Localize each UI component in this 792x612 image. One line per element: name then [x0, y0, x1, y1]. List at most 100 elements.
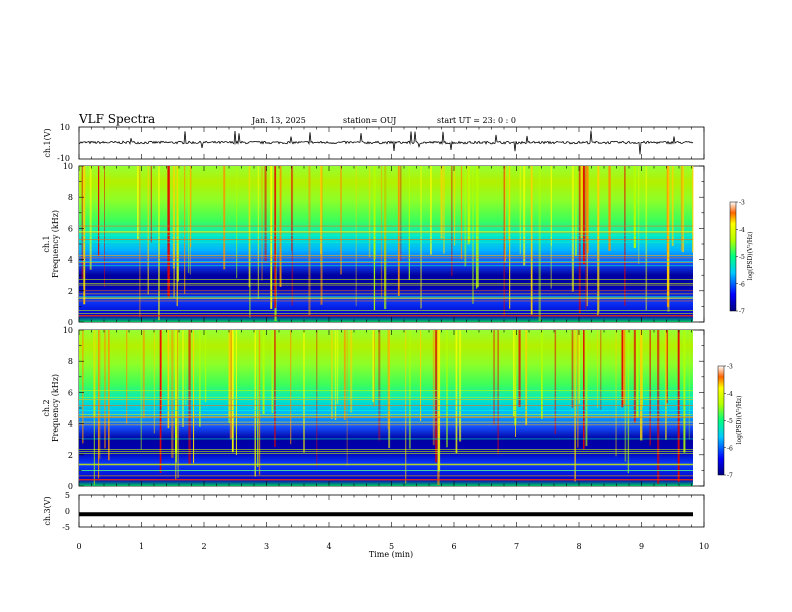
sferic-streak [343, 330, 346, 420]
sferic-streak [554, 330, 557, 434]
sferic-streak [229, 330, 233, 440]
sferic-streak [350, 330, 353, 413]
tone-line [79, 410, 693, 411]
sferic-streak [98, 330, 101, 459]
tone-line [79, 475, 693, 477]
colorbar-tick-label: -3 [727, 364, 733, 371]
sferic-streak [446, 330, 448, 448]
sferic-streak [236, 166, 238, 279]
sferic-streak [82, 330, 84, 444]
sferic-streak [340, 166, 342, 275]
sferic-streak [161, 330, 162, 408]
tone-line [79, 241, 693, 243]
sferic-streak [586, 166, 589, 254]
sferic-streak [615, 330, 617, 457]
sferic-streak [159, 330, 162, 473]
sferic-streak [681, 166, 685, 253]
sferic-streak [235, 330, 237, 455]
sferic-streak [264, 166, 267, 262]
tone-line [79, 464, 693, 466]
tone-line [79, 298, 693, 299]
tone-line [79, 405, 693, 406]
sferic-streak [372, 330, 375, 402]
tone-line [79, 296, 693, 298]
sferic-streak [176, 166, 178, 307]
ch1-spectrogram-features [79, 166, 694, 321]
y-tick-label: 4 [68, 256, 73, 265]
colorbar-tick-label: -5 [739, 254, 745, 261]
sferic-streak [459, 330, 462, 442]
colorbar-tick-label: -7 [739, 309, 745, 316]
sferic-streak [519, 166, 521, 255]
ch2-spectrogram-panel: ch.2 Frequency (kHz) log(PSD)(V²/Hz) [42, 329, 743, 487]
sferic-streak [530, 166, 533, 315]
sferic-streak [177, 330, 179, 479]
sferic-streak [585, 330, 588, 447]
sferic-streak [387, 330, 390, 430]
x-axis-label: Time (min) [369, 550, 413, 559]
sferic-streak [175, 330, 177, 463]
sferic-streak [455, 330, 458, 454]
ch2-spectrogram-ylabel: Frequency (kHz) [51, 374, 60, 442]
colorbar-tick-label: -6 [727, 445, 733, 452]
sferic-streak [228, 330, 231, 418]
tone-line [79, 438, 693, 440]
axis-ticks: 0 1 2 3 4 5 6 7 8 9 100246810024681050-5-3-4-5-6-7… [62, 127, 745, 551]
sferic-streak [231, 330, 234, 453]
y-tick-label: 0 [68, 318, 73, 327]
tone-line [79, 451, 693, 452]
sferic-streak [271, 330, 274, 413]
sferic-streak [98, 330, 100, 479]
sferic-streak [355, 166, 357, 307]
date-label: Jan. 13, 2025 [251, 116, 306, 125]
y-tick-label: 8 [68, 193, 73, 202]
sferic-streak [373, 166, 376, 310]
tone-line [79, 453, 693, 454]
sferic-streak [140, 330, 142, 450]
x-tick-label: 9 [639, 542, 644, 551]
tone-line [79, 257, 693, 259]
ch1-waveform-panel: 10 -10 ch.1(V) [43, 123, 705, 163]
tone-line [79, 300, 693, 302]
sferic-streak [81, 166, 83, 279]
sferic-streak [334, 330, 337, 420]
sferic-streak [513, 330, 515, 416]
sferic-streak [262, 330, 265, 414]
sferic-streak [199, 330, 201, 427]
sferic-streak [137, 166, 139, 240]
sferic-streak [147, 166, 149, 295]
y-tick-label: 5 [65, 491, 70, 500]
sferic-streak [185, 330, 187, 405]
sferic-streak [583, 330, 585, 449]
x-tick-label: 4 [326, 542, 331, 551]
tone-line [79, 297, 693, 299]
sferic-streak [577, 330, 579, 448]
sferic-streak [518, 330, 521, 407]
sferic-streak [254, 330, 256, 477]
sferic-streak [316, 330, 318, 467]
sferic-streak [158, 166, 160, 321]
sferic-streak [633, 166, 636, 248]
sferic-streak [437, 330, 441, 472]
ch2-spectrogram-image [79, 330, 693, 486]
y-tick-label: 0 [65, 507, 70, 516]
y-tick-label: 10 [63, 162, 73, 171]
sferic-streak [550, 166, 552, 289]
tone-line [79, 225, 693, 227]
sferic-streak [274, 330, 276, 447]
sferic-streak [665, 330, 667, 440]
ch1-ytick-top: 10 [60, 123, 70, 132]
x-tick-label: 2 [201, 542, 206, 551]
sferic-streak [270, 166, 273, 309]
tone-line [79, 478, 693, 481]
sferic-streak [624, 330, 627, 462]
sferic-streak [550, 166, 552, 246]
sferic-streak [303, 330, 305, 453]
colorbar-tick-label: -3 [739, 200, 745, 207]
sferic-streak [98, 166, 100, 257]
tone-line [79, 396, 693, 398]
tone-line [79, 449, 693, 450]
sferic-streak [320, 166, 322, 254]
sferic-streak [640, 330, 643, 441]
